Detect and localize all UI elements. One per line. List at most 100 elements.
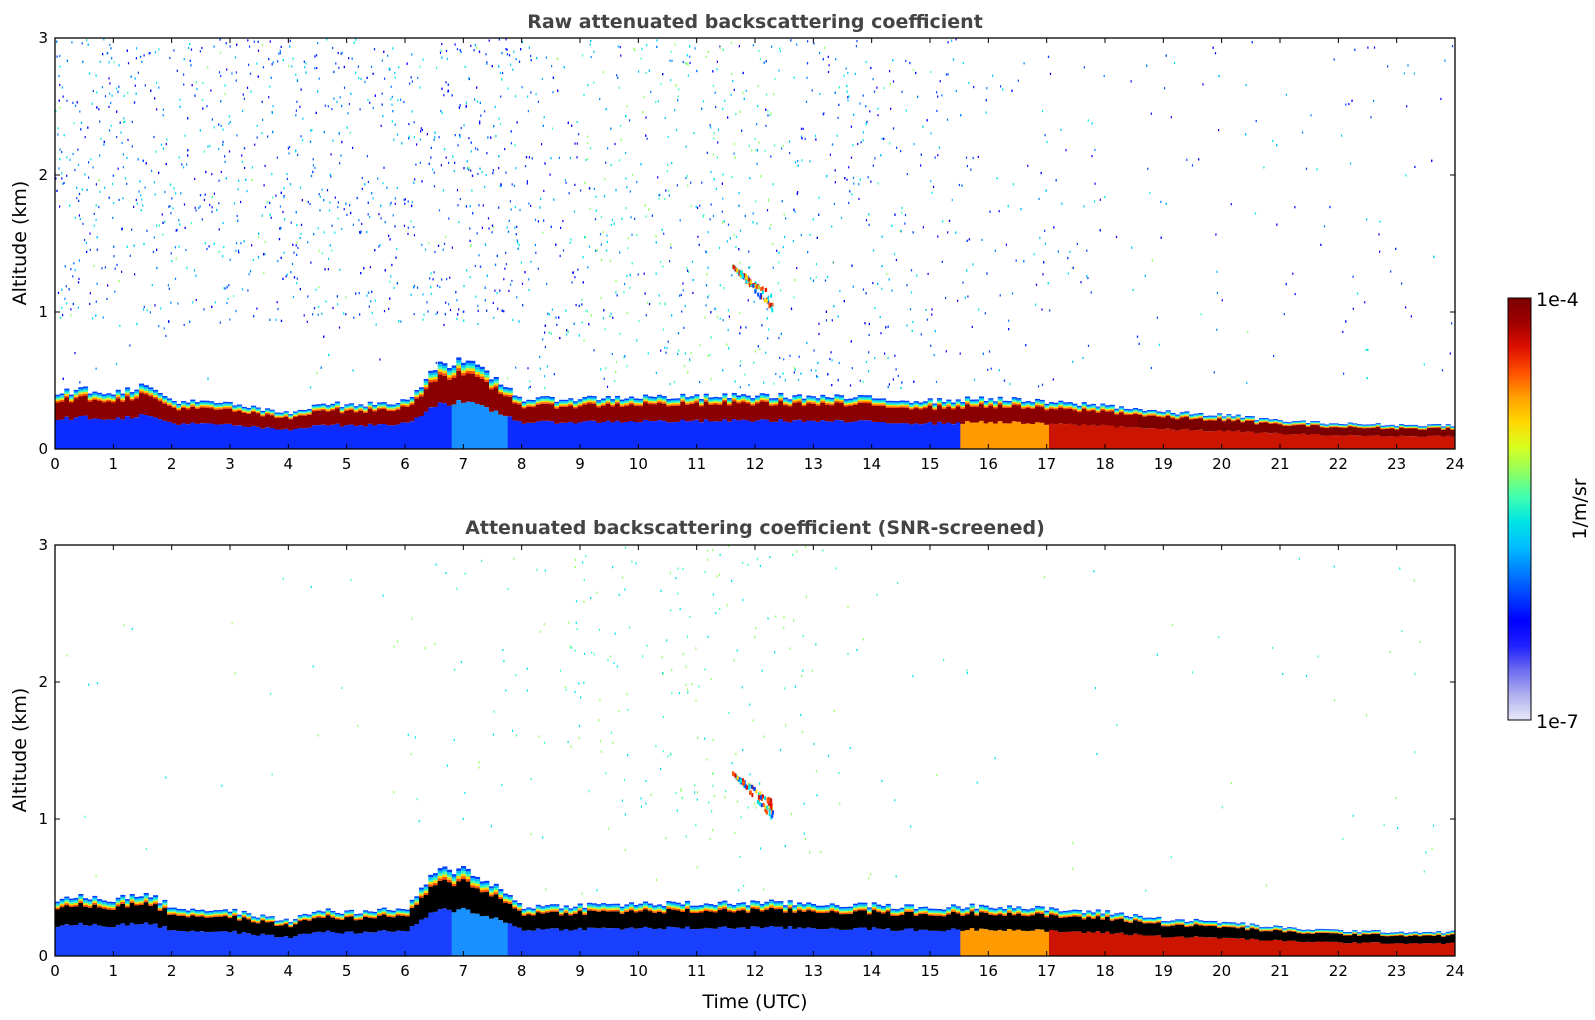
- noise-point: [589, 207, 591, 210]
- bl-column: [400, 399, 406, 449]
- bl-edge: [1273, 420, 1279, 422]
- bl-edge: [377, 403, 383, 406]
- bl-edge: [311, 409, 317, 412]
- noise-point: [268, 57, 270, 61]
- bl-edge: [176, 407, 182, 410]
- bl-edge: [885, 402, 891, 404]
- bl-core: [1081, 409, 1087, 424]
- noise-point: [77, 163, 80, 167]
- noise-point: [1403, 72, 1405, 75]
- noise-point: [326, 189, 329, 192]
- noise-point: [644, 204, 646, 207]
- noise-point: [89, 302, 91, 305]
- noise-point: [162, 233, 164, 236]
- bl-edge: [437, 371, 443, 375]
- noise-point: [1093, 200, 1096, 203]
- bl-edge: [307, 411, 313, 413]
- bl-edge: [1091, 406, 1097, 408]
- bl-edge: [106, 394, 112, 397]
- noise-point: [901, 381, 903, 384]
- noise-point: [199, 205, 201, 208]
- noise-point: [494, 263, 497, 266]
- noise-point: [939, 80, 941, 83]
- bl-lower: [661, 420, 667, 449]
- bl-core: [643, 402, 649, 420]
- bl-lower: [507, 416, 513, 449]
- bl-edge: [1021, 401, 1027, 404]
- bl-edge: [787, 399, 793, 401]
- noise-point: [459, 135, 461, 138]
- bl-core: [1333, 427, 1339, 436]
- bl-edge: [923, 402, 929, 404]
- bl-edge: [918, 406, 924, 408]
- bl-edge: [1175, 415, 1181, 417]
- bl-edge: [1165, 410, 1171, 412]
- noise-point: [492, 169, 494, 172]
- noise-point: [476, 232, 478, 235]
- bl-column: [769, 398, 775, 449]
- bl-edge: [489, 383, 495, 386]
- noise-point: [1041, 308, 1043, 311]
- bl-edge: [815, 399, 821, 402]
- noise-point: [262, 66, 265, 69]
- bl-core: [540, 403, 546, 421]
- noise-point: [289, 45, 291, 48]
- bl-edge: [1077, 409, 1083, 411]
- bl-lower: [965, 421, 971, 449]
- bl-edge: [129, 395, 135, 398]
- bl-edge: [1198, 417, 1204, 419]
- noise-point: [441, 56, 443, 59]
- noise-point: [526, 182, 528, 185]
- bl-edge: [535, 401, 541, 404]
- noise-point: [825, 319, 827, 322]
- noise-point: [323, 199, 325, 202]
- bl-edge: [283, 411, 289, 413]
- noise-point: [853, 182, 855, 185]
- bl-column: [773, 398, 779, 449]
- noise-point: [625, 151, 627, 155]
- bl-column: [587, 395, 593, 449]
- bl-core: [1072, 410, 1078, 425]
- bl-edge: [153, 395, 159, 397]
- bl-edge: [596, 405, 602, 408]
- bl-lower: [241, 426, 247, 449]
- noise-point: [494, 289, 496, 292]
- noise-point: [577, 268, 579, 271]
- bl-edge: [1081, 407, 1087, 409]
- noise-point: [329, 173, 331, 176]
- bl-lower: [843, 422, 849, 449]
- bl-core: [372, 411, 378, 426]
- noise-point: [428, 162, 430, 165]
- noise-point: [154, 304, 156, 307]
- noise-point: [409, 82, 411, 85]
- noise-point: [574, 142, 576, 145]
- bl-lower: [657, 420, 663, 449]
- bl-edge: [386, 407, 392, 409]
- noise-point: [967, 295, 969, 298]
- noise-point: [166, 138, 168, 141]
- noise-point: [900, 387, 902, 390]
- bl-edge: [535, 398, 541, 401]
- noise-point: [187, 154, 189, 157]
- bl-edge: [554, 404, 560, 406]
- bl-edge: [778, 396, 784, 398]
- noise-point: [767, 114, 769, 117]
- bl-edge: [783, 397, 789, 400]
- bl-column: [489, 379, 495, 449]
- noise-point: [570, 238, 572, 241]
- noise-point: [206, 247, 208, 251]
- bl-edge: [1301, 423, 1307, 424]
- noise-point: [859, 178, 861, 181]
- noise-point: [506, 377, 509, 380]
- noise-point: [146, 309, 148, 312]
- bl-edge: [64, 393, 70, 396]
- bl-edge: [629, 396, 635, 398]
- noise-point: [516, 296, 518, 299]
- bl-lower: [876, 422, 882, 449]
- noise-point: [183, 203, 186, 206]
- noise-point: [195, 298, 197, 302]
- bl-core: [153, 398, 159, 418]
- noise-point: [542, 124, 544, 127]
- noise-point: [427, 310, 429, 313]
- noise-point: [343, 312, 345, 315]
